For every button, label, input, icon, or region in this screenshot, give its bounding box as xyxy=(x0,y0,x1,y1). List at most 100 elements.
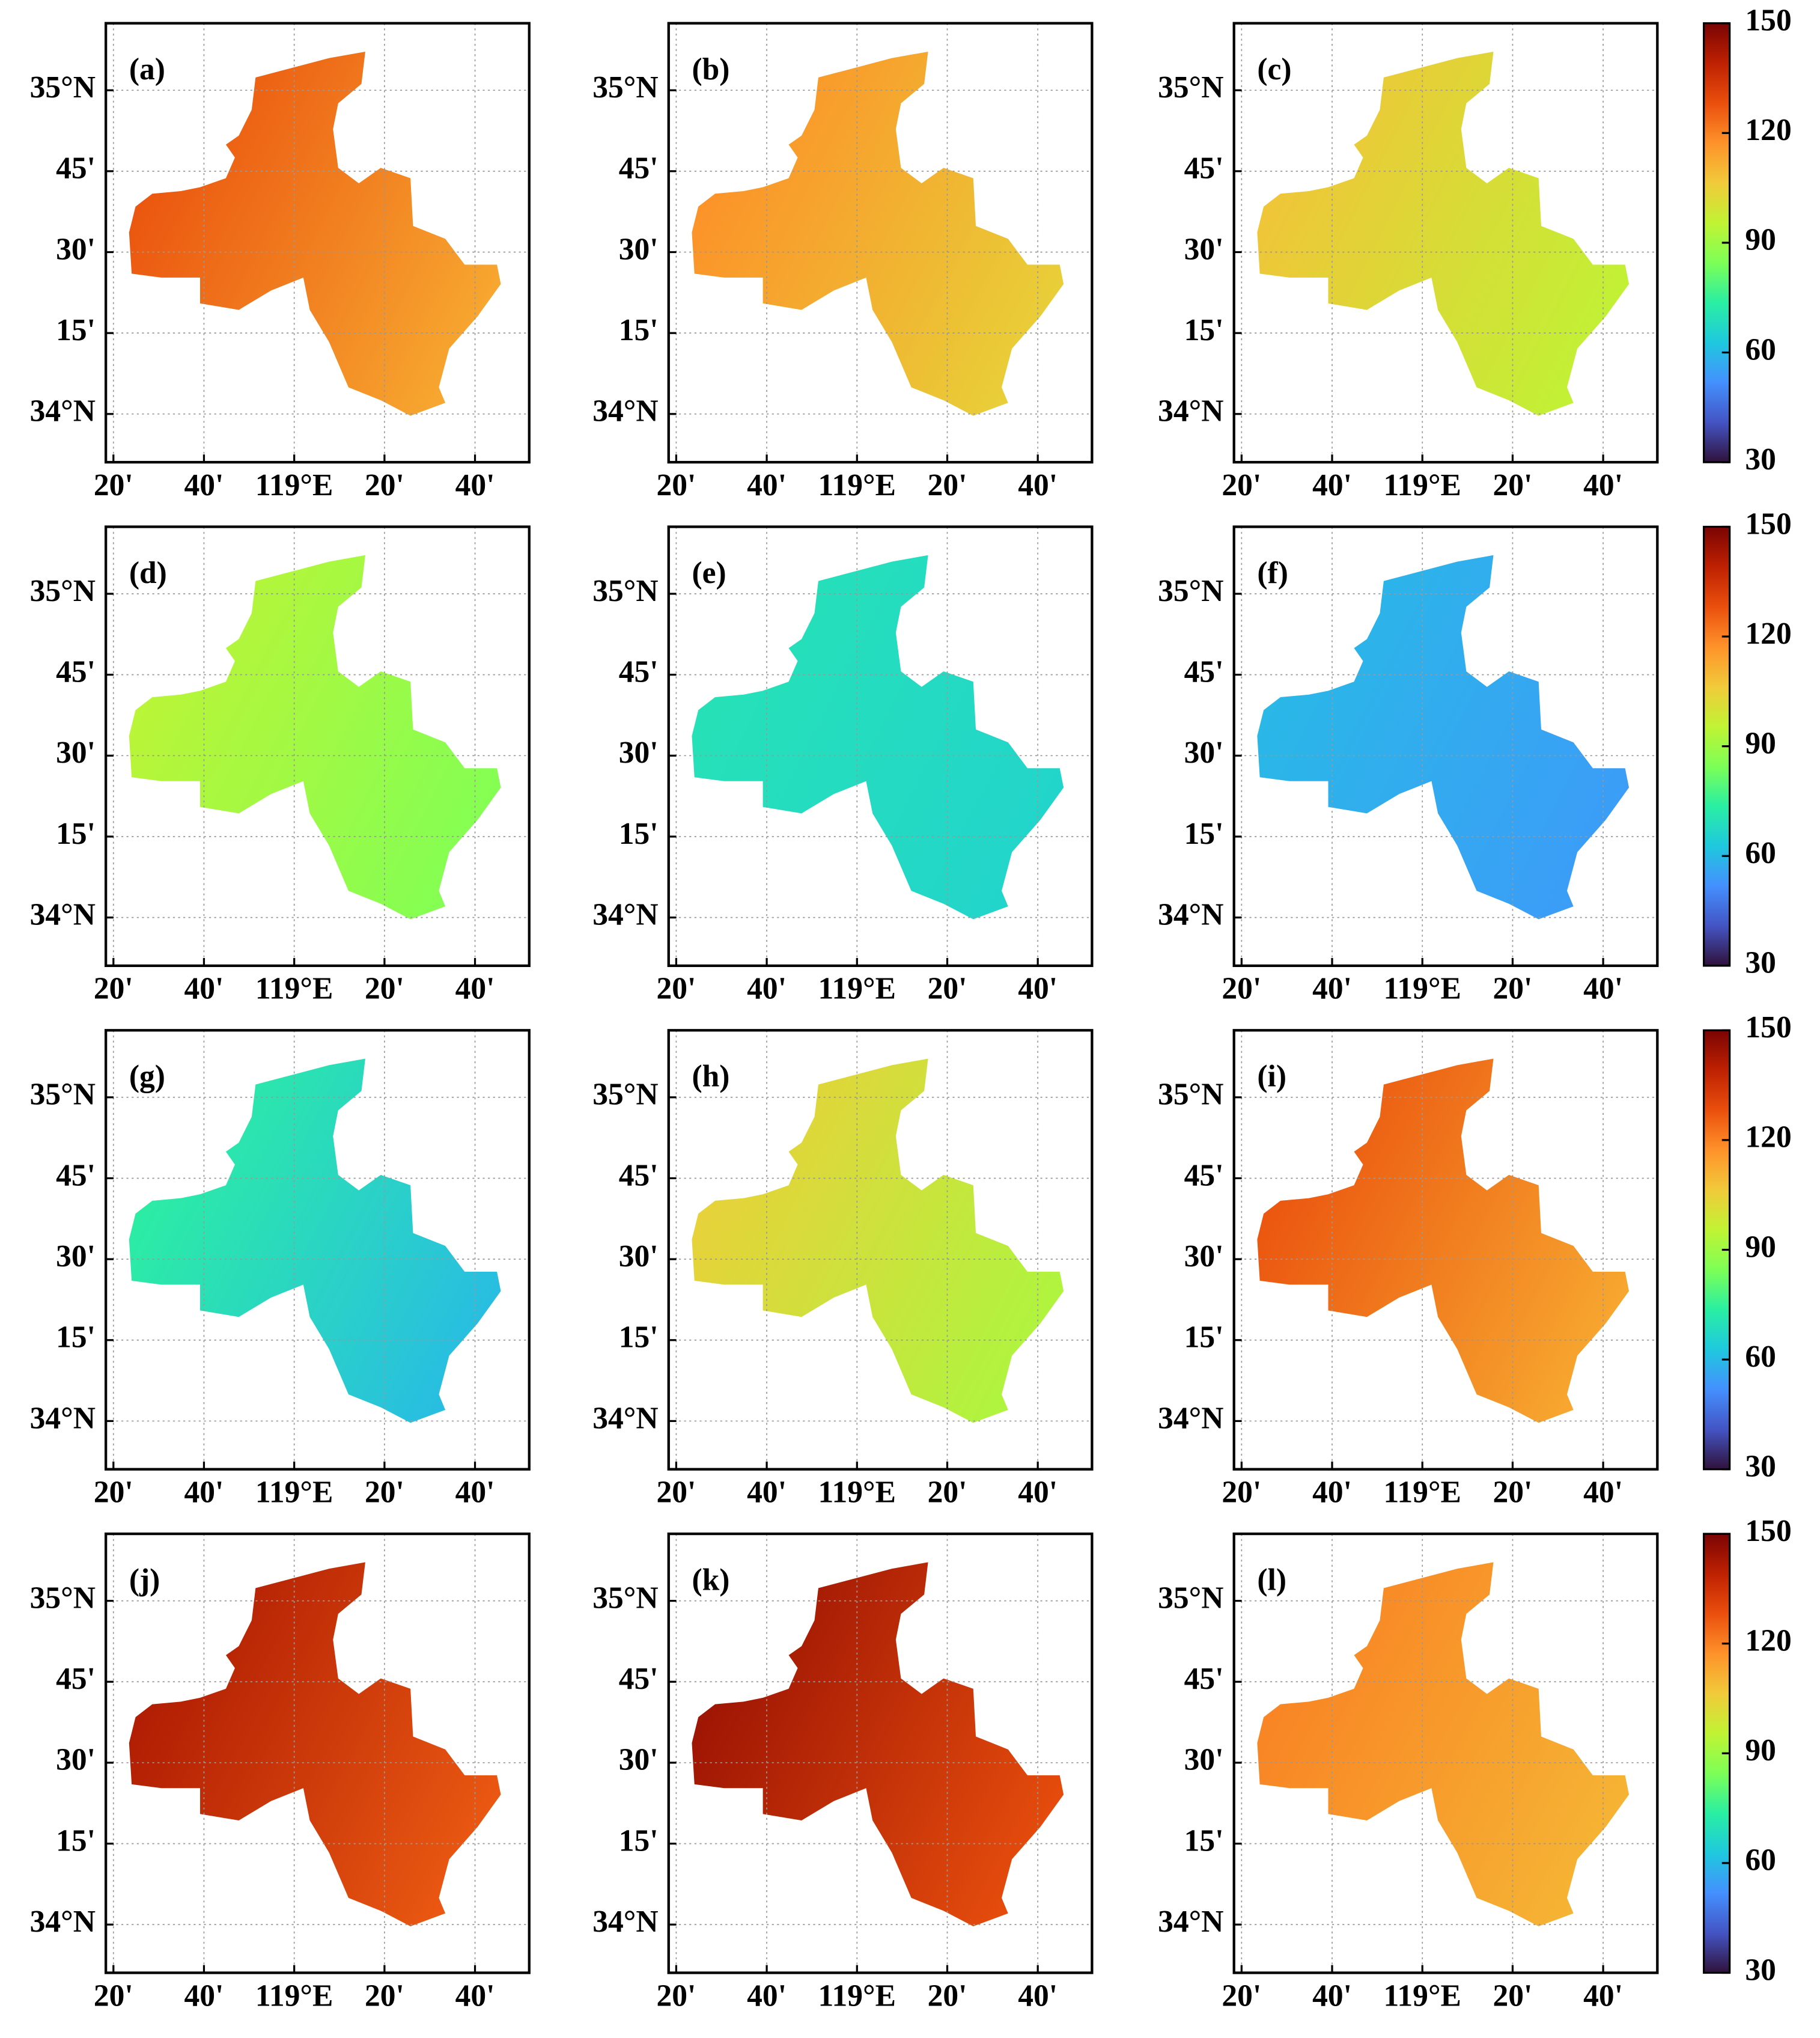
x-tick-label: 20' xyxy=(656,972,696,1006)
y-tick-label: 30' xyxy=(1184,1239,1224,1274)
panel-label: (d) xyxy=(129,556,167,590)
map-field xyxy=(129,51,501,416)
y-tick-label: 30' xyxy=(56,736,96,770)
y-tick-label: 30' xyxy=(1184,1743,1224,1777)
y-tick-label: 35°N xyxy=(592,1078,658,1112)
panel-frame xyxy=(667,1532,1094,1974)
panel-label: (f) xyxy=(1257,556,1288,590)
y-tick-label: 15' xyxy=(1184,1823,1224,1858)
map-field xyxy=(129,555,501,920)
x-tick-label: 20' xyxy=(94,1979,133,2013)
colorbar-tick-label: 60 xyxy=(1745,1340,1776,1374)
x-tick-label: 20' xyxy=(1222,972,1261,1006)
x-tick-label: 119°E xyxy=(255,468,333,502)
colorbar-tick-label: 60 xyxy=(1745,1843,1776,1878)
y-tick-label: 15' xyxy=(1184,1320,1224,1355)
x-tick-label: 40' xyxy=(1018,1979,1058,2013)
map-field xyxy=(129,1058,501,1423)
colorbar-tick-label: 150 xyxy=(1745,4,1791,38)
y-tick-label: 45' xyxy=(56,654,96,689)
x-tick-label: 40' xyxy=(184,468,224,502)
panel-label: (h) xyxy=(692,1060,729,1094)
panel-label: (g) xyxy=(129,1060,165,1094)
y-tick-label: 45' xyxy=(56,1158,96,1192)
y-tick-label: 30' xyxy=(56,232,96,266)
x-tick-label: 40' xyxy=(1312,1475,1352,1509)
panel-frame xyxy=(667,1029,1094,1471)
x-tick-label: 119°E xyxy=(1383,1979,1461,2013)
colorbar-tick-label: 90 xyxy=(1745,1733,1776,1768)
x-tick-label: 119°E xyxy=(818,1475,896,1509)
y-tick-label: 35°N xyxy=(30,70,96,105)
x-tick-label: 40' xyxy=(184,972,224,1006)
y-tick-label: 35°N xyxy=(1158,1581,1223,1615)
x-tick-label: 20' xyxy=(928,1979,967,2013)
colorbar-tick-label: 150 xyxy=(1745,1010,1791,1045)
colorbar-tick-label: 30 xyxy=(1745,442,1776,477)
y-tick-label: 34°N xyxy=(30,897,96,932)
y-tick-label: 34°N xyxy=(30,394,96,429)
x-tick-label: 40' xyxy=(747,468,787,502)
map-field xyxy=(692,51,1064,416)
x-tick-label: 40' xyxy=(1312,468,1352,502)
x-tick-label: 20' xyxy=(1222,1475,1261,1509)
y-tick-label: 45' xyxy=(56,1662,96,1696)
x-tick-label: 119°E xyxy=(1383,972,1461,1006)
y-tick-label: 35°N xyxy=(592,1581,658,1615)
x-tick-label: 20' xyxy=(1493,468,1532,502)
panel-label: (i) xyxy=(1257,1060,1286,1094)
panel-label: (b) xyxy=(692,52,729,87)
panel-frame xyxy=(105,22,531,464)
map-field xyxy=(692,1562,1064,1927)
x-tick-label: 40' xyxy=(455,1475,495,1509)
map-field xyxy=(1257,1562,1630,1927)
x-tick-label: 20' xyxy=(656,468,696,502)
panel-label: (l) xyxy=(1257,1563,1286,1597)
y-tick-label: 30' xyxy=(619,1743,659,1777)
y-tick-label: 45' xyxy=(619,1158,659,1192)
panel-label: (a) xyxy=(129,52,165,87)
colorbar-tick-label: 90 xyxy=(1745,223,1776,257)
x-tick-label: 119°E xyxy=(818,972,896,1006)
panel-frame xyxy=(1232,1532,1659,1974)
x-tick-label: 20' xyxy=(94,468,133,502)
y-tick-label: 30' xyxy=(56,1239,96,1274)
x-tick-label: 20' xyxy=(1493,1979,1532,2013)
colorbar-tick-label: 30 xyxy=(1745,1953,1776,1987)
y-tick-label: 35°N xyxy=(30,1581,96,1615)
y-tick-label: 15' xyxy=(56,313,96,347)
x-tick-label: 20' xyxy=(928,468,967,502)
panel-frame xyxy=(105,1029,531,1471)
x-tick-label: 40' xyxy=(1312,1979,1352,2013)
colorbar-tick-label: 60 xyxy=(1745,836,1776,870)
panel-frame xyxy=(1232,525,1659,968)
x-tick-label: 20' xyxy=(365,1475,404,1509)
colorbar-tick-label: 30 xyxy=(1745,1450,1776,1484)
panel-label: (e) xyxy=(692,556,726,590)
x-tick-label: 20' xyxy=(656,1475,696,1509)
panel-label: (j) xyxy=(129,1563,160,1597)
x-tick-label: 40' xyxy=(455,972,495,1006)
x-tick-label: 40' xyxy=(747,1475,787,1509)
y-tick-label: 15' xyxy=(619,1320,659,1355)
map-field xyxy=(692,1058,1064,1423)
y-tick-label: 45' xyxy=(1184,151,1224,186)
y-tick-label: 35°N xyxy=(592,70,658,105)
colorbar-tick-label: 60 xyxy=(1745,332,1776,367)
x-tick-label: 119°E xyxy=(818,1979,896,2013)
x-tick-label: 20' xyxy=(1222,468,1261,502)
x-tick-label: 20' xyxy=(928,1475,967,1509)
x-tick-label: 20' xyxy=(94,972,133,1006)
x-tick-label: 119°E xyxy=(818,468,896,502)
y-tick-label: 34°N xyxy=(1158,394,1223,429)
x-tick-label: 40' xyxy=(455,468,495,502)
panel-frame xyxy=(667,525,1094,968)
x-tick-label: 40' xyxy=(1018,1475,1058,1509)
panel-label: (c) xyxy=(1257,52,1291,87)
y-tick-label: 35°N xyxy=(1158,70,1223,105)
x-tick-label: 20' xyxy=(365,972,404,1006)
y-tick-label: 34°N xyxy=(592,897,658,932)
x-tick-label: 20' xyxy=(656,1979,696,2013)
x-tick-label: 20' xyxy=(94,1475,133,1509)
map-field xyxy=(129,1562,501,1927)
